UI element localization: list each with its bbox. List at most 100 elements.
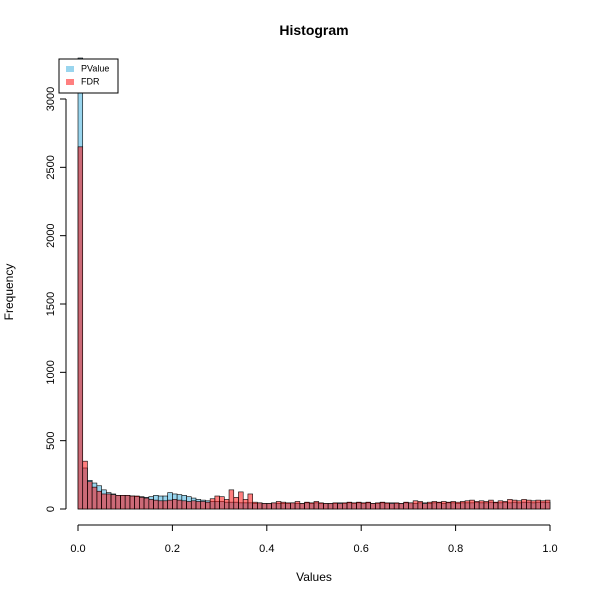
x-axis-label: Values xyxy=(296,570,332,584)
bar xyxy=(431,501,438,510)
bar xyxy=(450,501,456,510)
bar xyxy=(148,499,154,510)
x-tick-label: 0.4 xyxy=(259,543,274,555)
chart-title: Histogram xyxy=(279,22,348,38)
bar xyxy=(91,486,98,510)
bar xyxy=(360,502,367,510)
bar xyxy=(115,495,121,510)
bar xyxy=(257,502,263,510)
x-tick-label: 1.0 xyxy=(542,543,557,555)
bar xyxy=(469,499,475,510)
bar xyxy=(304,501,310,510)
legend-label: PValue xyxy=(81,63,109,73)
bar xyxy=(167,499,173,510)
bar xyxy=(181,500,187,510)
bar xyxy=(516,500,522,510)
bar xyxy=(139,497,145,510)
bar xyxy=(247,493,253,510)
bar xyxy=(398,503,404,510)
bar xyxy=(124,495,131,510)
y-tick-label: 0 xyxy=(45,506,57,512)
bar xyxy=(445,501,452,510)
bar xyxy=(101,493,107,510)
bar xyxy=(375,502,381,510)
bar xyxy=(351,502,357,510)
bar xyxy=(172,499,178,510)
bar xyxy=(153,499,159,510)
bar xyxy=(544,499,551,510)
bar xyxy=(77,146,84,510)
bar xyxy=(275,501,282,510)
bar xyxy=(455,501,461,510)
bar xyxy=(82,460,88,510)
y-tick-label: 2500 xyxy=(45,155,57,179)
bar xyxy=(323,503,329,510)
bar xyxy=(337,503,343,510)
bar xyxy=(478,500,485,510)
legend-swatch xyxy=(66,66,74,72)
bar xyxy=(190,500,197,510)
bar xyxy=(342,502,348,510)
bar xyxy=(271,502,277,510)
bar xyxy=(205,501,211,510)
x-tick-label: 0.2 xyxy=(165,543,180,555)
bar xyxy=(261,503,268,510)
y-axis-label: Frequency xyxy=(2,264,16,321)
bar xyxy=(474,501,480,510)
y-tick-label: 2000 xyxy=(45,223,57,247)
bar xyxy=(412,500,419,510)
bar xyxy=(370,503,376,510)
bar xyxy=(464,500,471,510)
bar xyxy=(356,501,362,510)
bar xyxy=(332,502,338,510)
y-tick-label: 500 xyxy=(45,431,57,449)
bar xyxy=(403,501,409,510)
bar xyxy=(209,498,216,510)
x-tick-label: 0.6 xyxy=(354,543,369,555)
bar xyxy=(365,501,371,510)
bar xyxy=(195,501,202,510)
bar xyxy=(497,500,504,510)
bar xyxy=(176,499,183,510)
x-tick-label: 0.0 xyxy=(70,543,85,555)
bar xyxy=(280,501,286,510)
bar xyxy=(219,496,225,510)
bar xyxy=(384,502,390,510)
bar xyxy=(436,501,442,510)
bar xyxy=(285,502,291,510)
x-tick-label: 0.8 xyxy=(448,543,463,555)
bar xyxy=(233,497,239,510)
bar xyxy=(318,502,324,510)
bar xyxy=(526,499,532,510)
bar xyxy=(106,493,112,510)
bar xyxy=(389,503,395,510)
y-tick-label: 1500 xyxy=(45,292,57,316)
bar xyxy=(511,499,518,510)
bar xyxy=(408,502,414,510)
bar xyxy=(521,499,527,510)
bar xyxy=(346,501,353,510)
bar xyxy=(238,491,244,510)
y-tick-label: 3000 xyxy=(45,87,57,111)
legend-box xyxy=(58,58,119,94)
bar xyxy=(327,503,334,510)
bar xyxy=(157,500,164,510)
bar xyxy=(162,500,168,510)
bar xyxy=(417,501,423,510)
bar xyxy=(379,501,386,510)
legend-label: FDR xyxy=(81,76,100,86)
bar xyxy=(422,503,428,510)
y-tick-label: 1000 xyxy=(45,360,57,384)
bar xyxy=(393,502,400,510)
bar xyxy=(252,501,258,510)
bar xyxy=(228,489,235,510)
legend-swatch xyxy=(66,79,74,85)
bar xyxy=(186,501,192,510)
bar xyxy=(535,499,541,510)
bar xyxy=(441,501,447,510)
bar xyxy=(110,494,117,510)
bar xyxy=(290,502,296,510)
bar xyxy=(530,500,537,510)
bar xyxy=(87,481,93,510)
